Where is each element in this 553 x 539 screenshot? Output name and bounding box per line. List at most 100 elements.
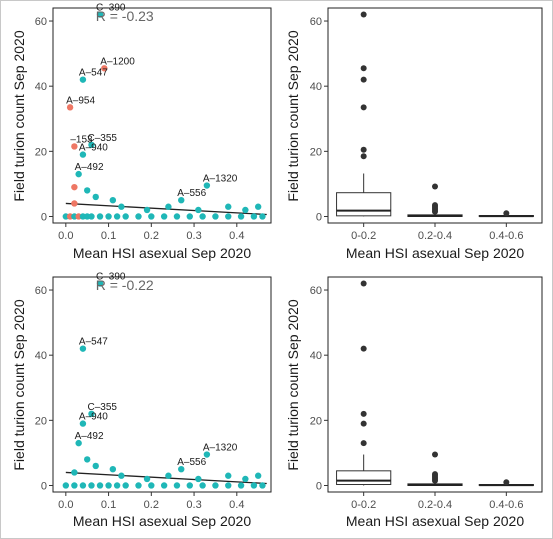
y-axis-title: Field turion count Sep 2020 bbox=[285, 30, 301, 201]
data-point bbox=[62, 482, 70, 489]
outlier-point bbox=[432, 471, 438, 478]
panel-frame bbox=[52, 276, 272, 493]
x-tick-label: 0.2-0.4 bbox=[418, 499, 452, 511]
data-point bbox=[113, 482, 121, 489]
data-point bbox=[259, 482, 266, 489]
data-point bbox=[195, 475, 202, 483]
outlier-point bbox=[360, 440, 367, 447]
data-point bbox=[83, 187, 91, 194]
y-tick-label: 60 bbox=[35, 16, 47, 28]
data-point bbox=[96, 11, 104, 18]
x-axis-title: Mean HSI asexual Sep 2020 bbox=[73, 245, 251, 261]
data-point bbox=[259, 213, 266, 220]
point-label: A–556 bbox=[177, 457, 206, 468]
data-point bbox=[250, 213, 258, 220]
y-tick-label: 0 bbox=[41, 211, 47, 223]
data-point bbox=[88, 410, 95, 418]
point-label: A–954 bbox=[66, 95, 95, 106]
data-point bbox=[79, 151, 87, 158]
box bbox=[336, 192, 392, 217]
y-tick-label: 40 bbox=[310, 350, 322, 362]
x-tick-label: 0.4-0.6 bbox=[489, 230, 523, 242]
data-point bbox=[83, 456, 91, 463]
data-point bbox=[178, 465, 185, 473]
data-point bbox=[242, 475, 249, 483]
point-label: A–940 bbox=[79, 143, 108, 154]
data-point bbox=[96, 280, 104, 287]
panel-frame bbox=[327, 7, 543, 224]
data-point bbox=[165, 472, 172, 479]
y-tick-label: 20 bbox=[35, 146, 47, 158]
point-label: A–556 bbox=[177, 188, 206, 199]
data-point bbox=[135, 482, 142, 489]
y-tick-label: 20 bbox=[35, 415, 47, 427]
data-point bbox=[199, 482, 206, 489]
x-tick-label: 0.2 bbox=[144, 499, 159, 511]
point-label: C–355 bbox=[87, 133, 117, 144]
data-point bbox=[160, 213, 168, 220]
data-point bbox=[79, 345, 87, 352]
y-tick-label: 60 bbox=[310, 285, 322, 297]
point-label: A–1320 bbox=[203, 174, 238, 185]
data-point bbox=[71, 469, 78, 476]
data-point bbox=[75, 170, 82, 178]
data-point bbox=[71, 482, 78, 489]
y-tick-label: 40 bbox=[310, 81, 322, 93]
point-label: A–492 bbox=[75, 162, 104, 173]
data-point bbox=[203, 451, 211, 458]
x-tick-label: 0.1 bbox=[101, 499, 116, 511]
data-point bbox=[118, 203, 125, 210]
point-label: C–390 bbox=[96, 272, 126, 283]
outlier-point bbox=[360, 345, 367, 352]
outlier-point bbox=[432, 183, 438, 190]
point-label: A–547 bbox=[79, 337, 108, 348]
x-tick-label: 0.1 bbox=[101, 230, 116, 242]
x-axis-title: Mean HSI asexual Sep 2020 bbox=[346, 245, 524, 261]
outlier-point bbox=[360, 65, 367, 72]
data-point bbox=[79, 420, 87, 427]
x-tick-label: 0.3 bbox=[186, 230, 201, 242]
outlier-point bbox=[503, 479, 510, 486]
data-point bbox=[225, 213, 232, 220]
outlier-point bbox=[360, 104, 367, 111]
outlier-point bbox=[360, 153, 367, 160]
outlier-point bbox=[360, 11, 367, 18]
data-point bbox=[254, 472, 262, 479]
data-point bbox=[88, 141, 95, 149]
data-point bbox=[71, 200, 78, 207]
panel-frame bbox=[327, 276, 543, 493]
point-label: A–1320 bbox=[203, 443, 238, 454]
x-tick-label: 0-0.2 bbox=[351, 499, 376, 511]
outlier-point bbox=[360, 280, 367, 287]
data-point bbox=[71, 183, 78, 191]
panel-frame bbox=[52, 7, 272, 224]
data-point bbox=[105, 482, 112, 489]
data-point bbox=[237, 482, 245, 489]
data-point bbox=[225, 203, 232, 210]
x-tick-label: 0.4-0.6 bbox=[489, 499, 523, 511]
data-point bbox=[250, 482, 258, 489]
data-point bbox=[165, 203, 172, 210]
data-point bbox=[113, 213, 121, 220]
data-point bbox=[122, 213, 129, 220]
box bbox=[336, 470, 392, 486]
correlation-annotation: R = -0.22 bbox=[96, 277, 154, 293]
data-point bbox=[173, 213, 181, 220]
x-tick-label: 0.4 bbox=[229, 499, 244, 511]
data-point bbox=[79, 76, 87, 83]
data-point bbox=[199, 213, 206, 220]
correlation-annotation: R = -0.23 bbox=[96, 8, 154, 24]
x-tick-label: 0.2-0.4 bbox=[418, 230, 452, 242]
point-label: A–1200 bbox=[100, 56, 135, 67]
data-point bbox=[135, 213, 142, 220]
data-point bbox=[88, 482, 95, 489]
y-tick-label: 0 bbox=[316, 480, 322, 492]
data-point bbox=[254, 203, 262, 210]
data-point bbox=[212, 482, 219, 489]
y-axis-title: Field turion count Sep 2020 bbox=[11, 30, 27, 201]
y-tick-label: 60 bbox=[310, 16, 322, 28]
x-tick-label: 0.0 bbox=[58, 499, 73, 511]
data-point bbox=[143, 206, 151, 214]
outlier-point bbox=[360, 410, 367, 417]
